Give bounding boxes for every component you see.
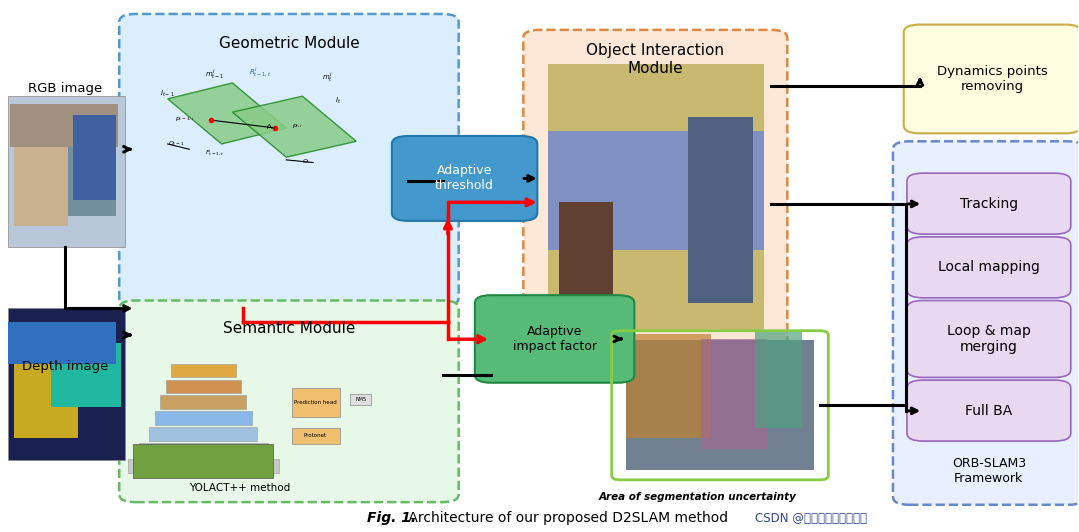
Bar — [133, 444, 273, 478]
Polygon shape — [167, 83, 286, 144]
Text: $m_{t-1}^i$: $m_{t-1}^i$ — [205, 68, 224, 81]
Bar — [626, 335, 711, 438]
Text: $R_{t-1,t}^i$: $R_{t-1,t}^i$ — [248, 65, 271, 79]
Text: $O_{t-1}$: $O_{t-1}$ — [167, 139, 185, 148]
Text: RGB image: RGB image — [28, 82, 103, 95]
Text: Dynamics points
removing: Dynamics points removing — [938, 65, 1048, 93]
FancyBboxPatch shape — [392, 136, 537, 221]
Bar — [73, 115, 117, 200]
Text: YOLACT++ method: YOLACT++ method — [189, 483, 290, 493]
Bar — [68, 136, 117, 215]
Text: Local mapping: Local mapping — [938, 260, 1040, 275]
Text: $O_t$: $O_t$ — [302, 157, 311, 167]
Text: Tracking: Tracking — [960, 197, 1017, 211]
Bar — [170, 364, 235, 377]
FancyBboxPatch shape — [907, 380, 1070, 441]
Text: Loop & map
merging: Loop & map merging — [947, 324, 1030, 354]
FancyBboxPatch shape — [907, 173, 1070, 234]
Text: $m_t^i$: $m_t^i$ — [322, 70, 332, 84]
Text: NMS: NMS — [355, 397, 366, 402]
Text: $I_t$: $I_t$ — [334, 96, 341, 106]
Text: ORB-SLAM3
Framework: ORB-SLAM3 Framework — [952, 457, 1026, 485]
FancyBboxPatch shape — [475, 295, 634, 383]
Text: Adaptive
impact factor: Adaptive impact factor — [513, 325, 597, 353]
Text: Fig. 1.: Fig. 1. — [367, 511, 416, 525]
Bar — [548, 131, 764, 250]
Bar — [14, 343, 79, 438]
Bar — [127, 459, 278, 473]
Text: Semantic Module: Semantic Module — [222, 321, 355, 336]
Bar — [138, 443, 268, 457]
Bar — [626, 340, 815, 470]
Bar — [9, 309, 124, 460]
Bar — [559, 202, 613, 319]
FancyBboxPatch shape — [907, 237, 1070, 298]
Bar — [11, 104, 119, 147]
Bar — [165, 379, 241, 393]
Text: Depth image: Depth image — [23, 360, 109, 373]
Text: $\hat{p}_{t,i}$: $\hat{p}_{t,i}$ — [265, 123, 277, 132]
Text: $F_{t-1,t}^i$: $F_{t-1,t}^i$ — [205, 148, 226, 159]
Text: $p_{t-1,i}$: $p_{t-1,i}$ — [175, 115, 194, 123]
FancyBboxPatch shape — [904, 24, 1079, 134]
Bar — [291, 388, 340, 417]
Text: Area of segmentation uncertainty: Area of segmentation uncertainty — [599, 492, 797, 502]
FancyBboxPatch shape — [893, 142, 1079, 505]
Bar — [160, 395, 246, 409]
Text: Prediction head: Prediction head — [293, 400, 337, 405]
Bar — [9, 96, 124, 247]
Text: CSDN @喧嚣之中不再一个人: CSDN @喧嚣之中不再一个人 — [755, 512, 868, 525]
Bar — [154, 411, 251, 425]
FancyBboxPatch shape — [907, 301, 1070, 377]
Bar — [52, 343, 121, 406]
Bar — [701, 338, 767, 449]
Text: $p_{t,i}$: $p_{t,i}$ — [291, 122, 303, 130]
Polygon shape — [232, 96, 356, 157]
Text: $I_{t-1}$: $I_{t-1}$ — [160, 89, 175, 99]
Bar — [548, 64, 764, 330]
Bar — [291, 428, 340, 444]
FancyBboxPatch shape — [120, 14, 459, 306]
Bar — [688, 118, 753, 303]
FancyBboxPatch shape — [523, 30, 788, 380]
FancyBboxPatch shape — [120, 301, 459, 502]
Text: Architecture of our proposed D2SLAM method: Architecture of our proposed D2SLAM meth… — [404, 511, 728, 525]
Text: Adaptive
threshold: Adaptive threshold — [435, 164, 494, 193]
Text: Full BA: Full BA — [966, 404, 1012, 418]
Bar — [149, 427, 257, 441]
Bar — [14, 131, 68, 226]
Bar — [350, 394, 371, 405]
Text: Object Interaction
Module: Object Interaction Module — [586, 43, 724, 76]
Text: Geometric Module: Geometric Module — [219, 36, 359, 51]
Text: Protonet: Protonet — [304, 433, 327, 438]
Bar — [755, 330, 802, 428]
Bar — [9, 322, 117, 364]
